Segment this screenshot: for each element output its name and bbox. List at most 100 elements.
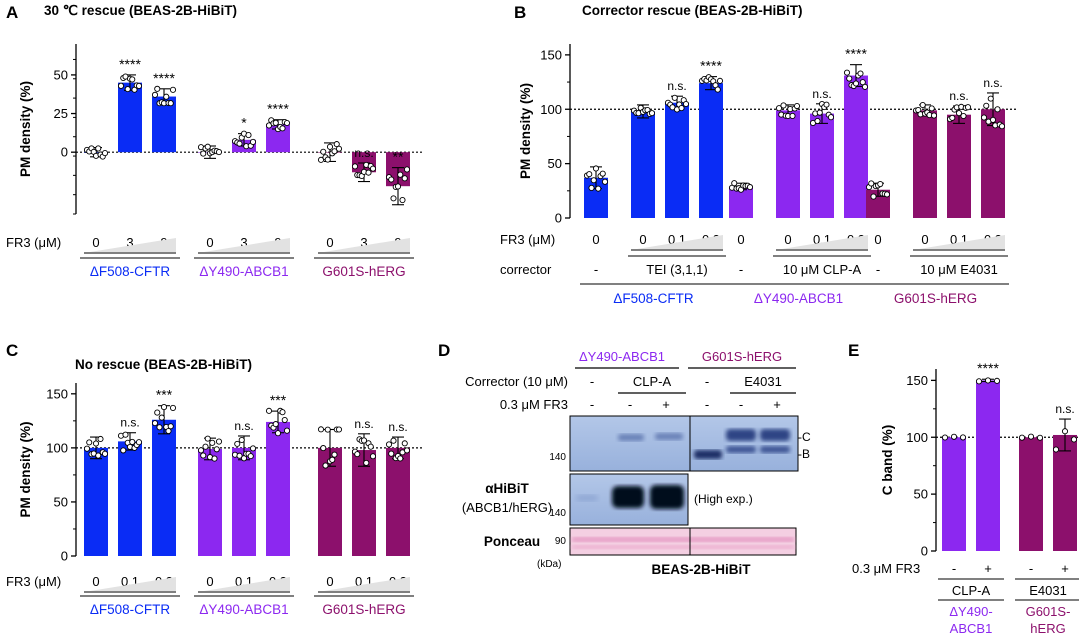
significance-label: n.s. xyxy=(667,79,686,93)
bar xyxy=(631,111,655,218)
replicate-point xyxy=(331,148,338,155)
replicate-point xyxy=(983,102,990,109)
replicate-point xyxy=(1036,434,1044,441)
blot-fr3-lane1: - xyxy=(590,397,594,412)
replicate-point xyxy=(200,150,207,157)
replicate-point xyxy=(135,82,143,89)
replicate-point xyxy=(283,427,291,434)
corrector-none-label: - xyxy=(739,262,743,277)
corrector-label: CLP-A xyxy=(952,583,991,598)
replicate-point xyxy=(95,145,102,152)
replicate-point xyxy=(265,407,273,414)
band-herg-e4031-c xyxy=(726,429,756,441)
replicate-point xyxy=(129,438,136,446)
significance-label: n.s. xyxy=(949,89,968,103)
replicate-point xyxy=(215,148,223,156)
blot-fr3-lane2: - xyxy=(628,397,632,412)
replicate-point xyxy=(648,110,656,117)
bar xyxy=(947,114,971,218)
replicate-point xyxy=(169,86,177,93)
significance-label: * xyxy=(241,115,247,131)
replicate-point xyxy=(97,435,104,443)
replicate-point xyxy=(870,193,877,200)
replicate-point xyxy=(117,82,125,89)
panel-c: C No rescue (BEAS-2B-HiBiT) 0 50 100 150 PM … xyxy=(6,341,422,617)
significance-label: n.s. xyxy=(120,416,139,430)
replicate-point xyxy=(388,176,395,183)
replicate-point xyxy=(86,439,93,446)
replicate-point xyxy=(592,165,600,172)
replicate-point xyxy=(789,112,796,119)
bar xyxy=(1019,437,1043,551)
replicate-point xyxy=(394,183,402,190)
significance-label: **** xyxy=(700,58,722,74)
group-name: G601S-hERG xyxy=(322,602,405,617)
significance-label: **** xyxy=(977,360,999,376)
group-name-line1: G601S- xyxy=(1026,604,1071,619)
x-row-label: FR3 (μM) xyxy=(6,574,61,589)
replicate-point xyxy=(964,104,972,111)
significance-label: *** xyxy=(156,387,173,403)
replicate-point xyxy=(324,156,331,163)
blot-corrector-e4031: E4031 xyxy=(744,374,782,389)
corrector-label: TEI (3,1,1) xyxy=(646,262,707,277)
replicate-point xyxy=(204,143,211,150)
y-tick-label: 150 xyxy=(906,373,928,388)
replicate-point xyxy=(984,377,992,384)
ponceau-label: Ponceau xyxy=(484,534,540,549)
replicate-point xyxy=(320,445,327,452)
replicate-point xyxy=(163,93,170,100)
replicate-point xyxy=(317,426,325,433)
replicate-point xyxy=(857,70,864,77)
cell-line-label: BEAS-2B-HiBiT xyxy=(651,562,751,577)
blot-fr3-row-label: 0.3 μM FR3 xyxy=(500,397,568,412)
y-tick-label: 100 xyxy=(46,440,68,455)
panel-b-letter: B xyxy=(514,3,526,22)
replicate-point xyxy=(135,439,143,446)
y-axis-title: PM density (%) xyxy=(518,83,533,179)
replicate-point xyxy=(322,462,329,469)
replicate-point xyxy=(823,101,830,108)
y-tick-label: 0 xyxy=(61,549,68,564)
replicate-point xyxy=(385,441,393,448)
band-clpa-c xyxy=(618,434,644,441)
x-category-label: 0 xyxy=(737,232,744,247)
replicate-point xyxy=(236,140,243,147)
band-high-clpa xyxy=(612,486,644,508)
replicate-point xyxy=(397,455,404,462)
panel-c-title: No rescue (BEAS-2B-HiBiT) xyxy=(75,357,252,372)
replicate-point xyxy=(272,421,279,428)
bar xyxy=(913,110,937,218)
marker-90: 90 xyxy=(555,536,567,547)
replicate-point xyxy=(274,430,282,437)
bar xyxy=(810,113,834,218)
replicate-point xyxy=(249,445,257,452)
replicate-point xyxy=(215,438,223,445)
panel-a-title: 30 ℃ rescue (BEAS-2B-HiBiT) xyxy=(44,3,237,18)
replicate-point xyxy=(326,143,334,150)
significance-label: n.s. xyxy=(354,146,373,160)
x-category-label: + xyxy=(1061,561,1069,576)
replicate-point xyxy=(365,169,372,176)
replicate-point xyxy=(682,100,690,108)
replicate-point xyxy=(994,106,1001,113)
panel-e-letter: E xyxy=(848,341,859,360)
band-herg-fr3-c xyxy=(760,429,790,441)
replicate-point xyxy=(930,112,938,119)
x-category-label: 3 xyxy=(126,235,133,250)
replicate-point xyxy=(333,141,340,148)
replicate-point xyxy=(1018,434,1026,441)
ponceau-band-lower xyxy=(572,545,794,549)
concentration-wedge xyxy=(90,238,176,252)
replicate-point xyxy=(369,453,377,460)
x-category-label: + xyxy=(984,561,992,576)
panel-b: B Corrector rescue (BEAS-2B-HiBiT) 0 50 10… xyxy=(500,3,1017,306)
replicate-point xyxy=(955,110,963,117)
replicate-point xyxy=(403,447,411,454)
kda-label: (kDa) xyxy=(537,559,561,570)
replicate-point xyxy=(595,185,602,192)
group-name: ΔF508-CFTR xyxy=(90,602,171,617)
replicate-point xyxy=(959,434,967,441)
